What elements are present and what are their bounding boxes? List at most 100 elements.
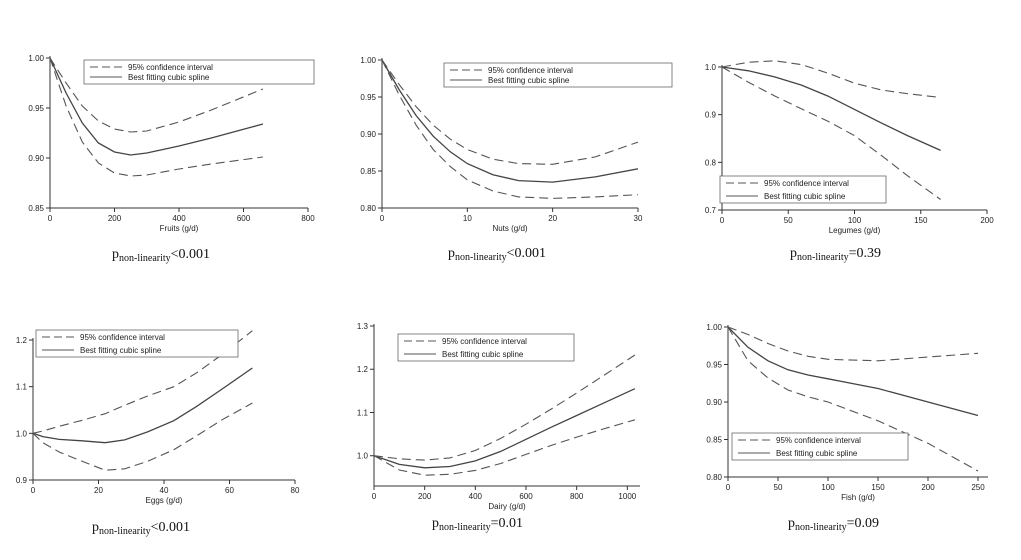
- p-symbol: p: [788, 516, 795, 531]
- y-tick-label: 0.95: [360, 93, 376, 102]
- x-tick-label: 10: [463, 214, 472, 223]
- x-axis-title: Eggs (g/d): [146, 496, 183, 505]
- chart-panel-4: 0.9 1.0 1.1 1.2 0 20 40 60 80 Eggs (g/d) 95% confi…: [16, 329, 300, 505]
- y-tick-label: 1.3: [357, 322, 369, 331]
- chart-panel-1: 0.85 0.90 0.95 1.00 0 200 400 600 800 Fruits (g/d…: [28, 54, 315, 233]
- y-tick-label: 1.0: [357, 452, 369, 461]
- ci-bound-line: [32, 330, 253, 434]
- p-value: =0.09: [846, 516, 880, 531]
- chart-panel-5: 1.0 1.1 1.2 1.3 0 200 400 600 800 1000 Dairy (g/d)…: [357, 322, 640, 511]
- x-tick-label: 0: [31, 486, 36, 495]
- x-axis-title: Fruits (g/d): [160, 224, 199, 233]
- y-tick-label: 0.80: [706, 473, 722, 482]
- x-tick-label: 800: [301, 214, 315, 223]
- y-tick-label: 0.7: [705, 206, 717, 215]
- x-tick-label: 150: [914, 216, 928, 225]
- chart-panel-2: 0.80 0.85 0.90 0.95 1.00 0 10 20 30 Nuts (g/d) 95%…: [360, 56, 673, 233]
- x-tick-label: 800: [570, 492, 584, 501]
- x-tick-label: 20: [548, 214, 557, 223]
- x-tick-label: 30: [634, 214, 643, 223]
- x-tick-label: 0: [380, 214, 385, 223]
- x-tick-label: 250: [971, 483, 985, 492]
- x-tick-label: 0: [720, 216, 725, 225]
- y-tick-label: 1.0: [705, 63, 717, 72]
- spline-line: [721, 66, 941, 151]
- x-tick-label: 200: [418, 492, 432, 501]
- y-tick-label: 0.90: [360, 130, 376, 139]
- spline-line: [373, 388, 636, 469]
- legend-box: [35, 329, 239, 358]
- ci-bound-line: [373, 354, 636, 461]
- x-tick-label: 100: [848, 216, 862, 225]
- ci-bound-line: [721, 66, 941, 200]
- p-symbol: p: [448, 246, 455, 261]
- y-tick-label: 1.1: [16, 383, 28, 392]
- legend-label: 95% confidence interval: [442, 337, 527, 346]
- p-subscript: non-linearity: [795, 522, 847, 533]
- legend-label: Best fitting cubic spline: [128, 73, 210, 82]
- legend-box: [731, 432, 909, 461]
- x-tick-label: 40: [160, 486, 169, 495]
- x-tick-label: 0: [726, 483, 731, 492]
- spline-line: [49, 57, 264, 156]
- legend-label: Best fitting cubic spline: [488, 76, 570, 85]
- x-tick-label: 200: [921, 483, 935, 492]
- y-tick-label: 1.2: [16, 336, 28, 345]
- y-tick-label: 0.85: [706, 436, 722, 445]
- x-axis-title: Dairy (g/d): [488, 502, 526, 511]
- legend-box: [719, 175, 887, 204]
- p-value: <0.001: [150, 520, 191, 535]
- x-tick-label: 600: [519, 492, 533, 501]
- legend-label: Best fitting cubic spline: [80, 346, 162, 355]
- ci-bound-line: [381, 59, 639, 199]
- p-subscript: non-linearity: [439, 522, 491, 533]
- y-tick-label: 0.9: [705, 111, 717, 120]
- legend-label: 95% confidence interval: [488, 66, 573, 75]
- x-tick-label: 400: [469, 492, 483, 501]
- legend-label: Best fitting cubic spline: [442, 350, 524, 359]
- p-value: <0.001: [506, 246, 547, 261]
- ci-bound-line: [32, 402, 253, 471]
- x-tick-label: 20: [94, 486, 103, 495]
- p-nonlinearity-label: pnon-linearity<0.001: [112, 247, 210, 264]
- y-tick-label: 1.00: [28, 54, 44, 63]
- x-tick-label: 0: [372, 492, 377, 501]
- y-tick-label: 0.8: [705, 158, 717, 167]
- p-subscript: non-linearity: [455, 252, 507, 263]
- y-tick-label: 1.1: [357, 408, 369, 417]
- p-subscript: non-linearity: [119, 253, 171, 264]
- chart-panel-3: 0.7 0.8 0.9 1.0 0 50 100 150 200 Legumes (g/d) 95%…: [705, 60, 994, 235]
- x-tick-label: 60: [225, 486, 234, 495]
- y-tick-label: 0.85: [28, 204, 44, 213]
- legend-label: Best fitting cubic spline: [764, 192, 846, 201]
- legend-box: [443, 62, 673, 88]
- x-tick-label: 600: [237, 214, 251, 223]
- p-value: =0.39: [848, 246, 882, 261]
- legend-box: [83, 59, 315, 85]
- p-value: =0.01: [490, 516, 524, 531]
- spline-line: [727, 326, 979, 417]
- ci-bound-line: [727, 326, 979, 472]
- legend-label: 95% confidence interval: [776, 436, 861, 445]
- y-tick-label: 1.00: [360, 56, 376, 65]
- x-axis-title: Legumes (g/d): [829, 226, 881, 235]
- y-tick-label: 0.9: [16, 476, 28, 485]
- y-tick-label: 1.0: [16, 429, 28, 438]
- y-tick-label: 0.95: [706, 361, 722, 370]
- x-tick-label: 1000: [618, 492, 636, 501]
- x-tick-label: 400: [172, 214, 186, 223]
- spline-line: [32, 367, 253, 444]
- y-tick-label: 0.80: [360, 204, 376, 213]
- ci-bound-line: [721, 60, 941, 99]
- x-tick-label: 200: [980, 216, 994, 225]
- p-nonlinearity-label: pnon-linearity=0.01: [432, 516, 524, 533]
- p-nonlinearity-label: pnon-linearity=0.39: [790, 246, 882, 263]
- legend-label: 95% confidence interval: [764, 179, 849, 188]
- y-tick-label: 0.95: [28, 104, 44, 113]
- x-axis-title: Nuts (g/d): [492, 224, 527, 233]
- ci-bound-line: [49, 57, 264, 133]
- legend-label: Best fitting cubic spline: [776, 449, 858, 458]
- p-symbol: p: [92, 520, 99, 535]
- ci-bound-line: [727, 326, 979, 362]
